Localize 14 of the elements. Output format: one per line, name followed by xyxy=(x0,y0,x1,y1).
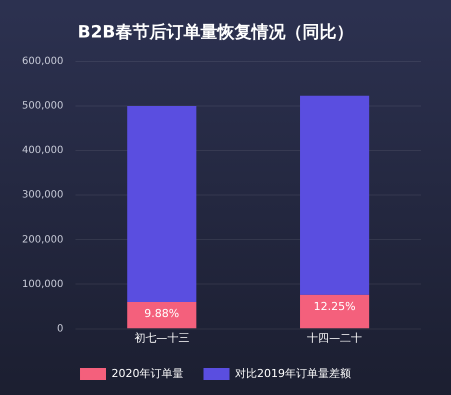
legend-label: 2020年订单量 xyxy=(112,366,184,380)
y-tick-label: 0 xyxy=(56,323,64,334)
y-tick-label: 400,000 xyxy=(22,145,64,156)
x-tick-label: 初七—十三 xyxy=(134,331,190,344)
y-tick-label: 100,000 xyxy=(22,278,64,290)
chart-title: B2B春节后订单量恢复情况（同比） xyxy=(78,22,354,43)
y-tick-label: 300,000 xyxy=(22,190,64,201)
y-tick-label: 600,000 xyxy=(22,56,64,67)
annotation: 12.25% xyxy=(314,300,356,313)
x-tick-label: 十四—二十 xyxy=(307,331,362,344)
y-tick-label: 200,000 xyxy=(22,234,64,246)
annotation: 9.88% xyxy=(144,306,180,320)
y-tick-label: 500,000 xyxy=(22,100,64,112)
legend-label: 对比2019年订单量差额 xyxy=(235,366,351,380)
